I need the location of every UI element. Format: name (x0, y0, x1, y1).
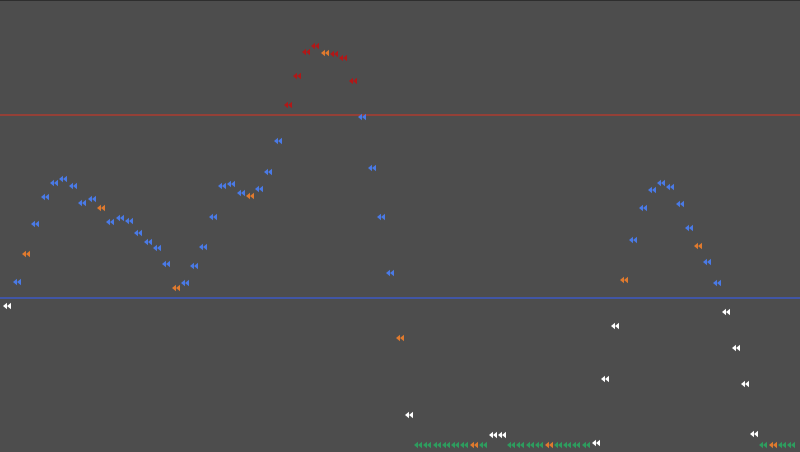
marker (433, 441, 441, 449)
marker (284, 101, 292, 109)
marker (545, 441, 553, 449)
marker (507, 441, 515, 449)
marker (703, 258, 711, 266)
marker (414, 441, 422, 449)
marker (601, 375, 609, 383)
marker (311, 42, 319, 50)
marker (358, 113, 366, 121)
marker (769, 441, 777, 449)
marker (22, 250, 30, 258)
marker (535, 441, 543, 449)
marker (339, 54, 347, 62)
marker (778, 441, 786, 449)
marker (442, 441, 450, 449)
marker (190, 262, 198, 270)
marker (563, 441, 571, 449)
marker (713, 279, 721, 287)
marker (516, 441, 524, 449)
marker (750, 430, 758, 438)
marker (611, 322, 619, 330)
marker (396, 334, 404, 342)
marker (554, 441, 562, 449)
marker (330, 50, 338, 58)
marker (759, 441, 767, 449)
marker (172, 284, 180, 292)
marker (321, 49, 329, 57)
marker (13, 278, 21, 286)
marker (732, 344, 740, 352)
marker (592, 439, 600, 447)
marker (405, 411, 413, 419)
marker (526, 441, 534, 449)
marker (787, 441, 795, 449)
marker (423, 441, 431, 449)
marker (293, 72, 301, 80)
marker (741, 380, 749, 388)
marker (451, 441, 459, 449)
marker (572, 441, 580, 449)
marker (489, 431, 497, 439)
marker (3, 302, 11, 310)
marker (722, 308, 730, 316)
marker (498, 431, 506, 439)
marker (470, 441, 478, 449)
marker (302, 48, 310, 56)
marker (162, 260, 170, 268)
marker (620, 276, 628, 284)
marker (582, 441, 590, 449)
marker (349, 77, 357, 85)
marker (479, 441, 487, 449)
marker (386, 269, 394, 277)
marker (181, 279, 189, 287)
marker (460, 441, 468, 449)
